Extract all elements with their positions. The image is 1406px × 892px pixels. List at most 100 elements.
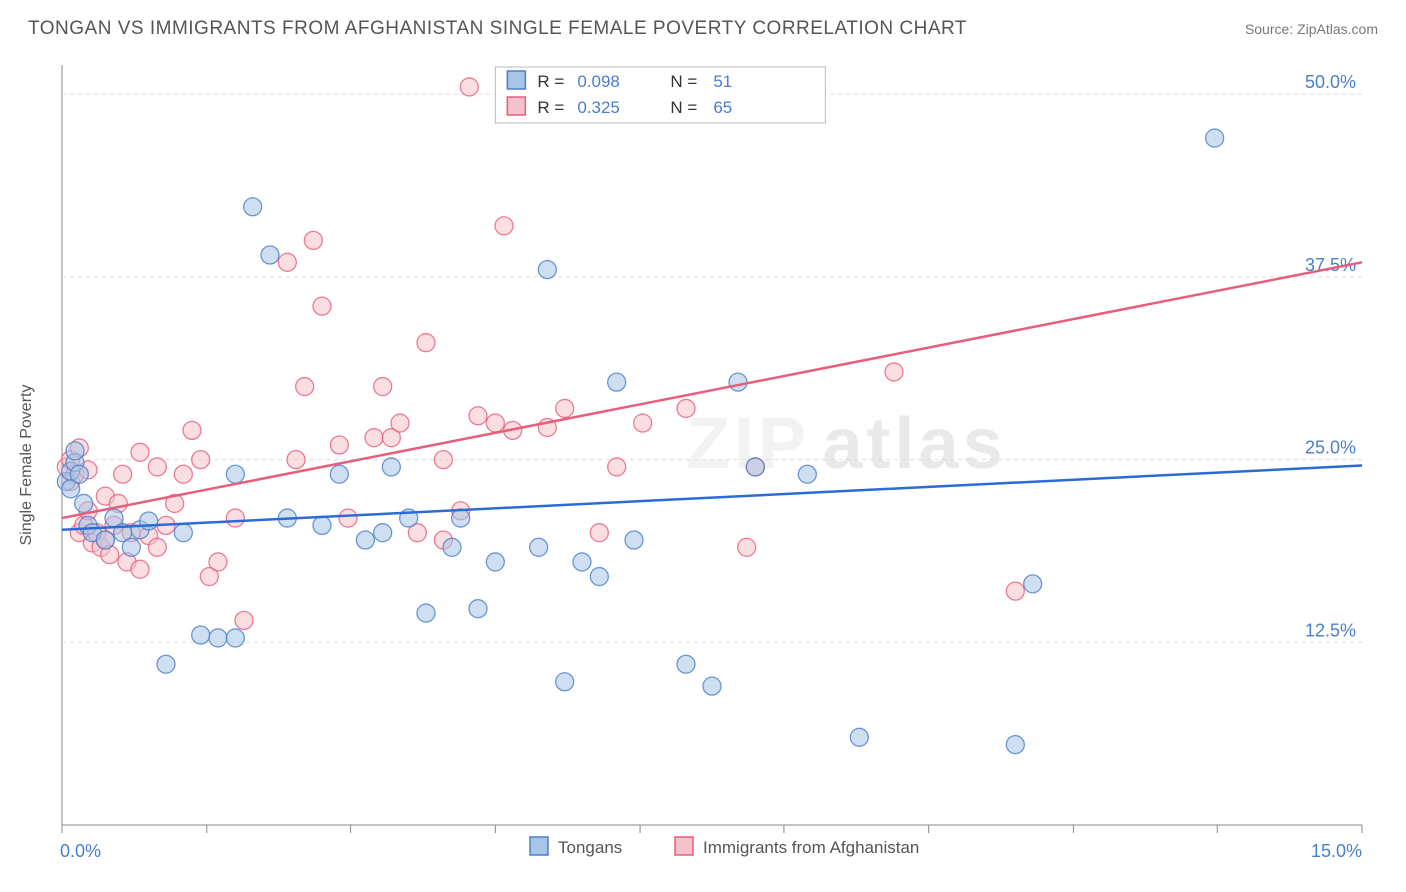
data-point	[746, 458, 764, 476]
legend-series-label: Immigrants from Afghanistan	[703, 838, 919, 857]
data-point	[131, 560, 149, 578]
data-point	[495, 217, 513, 235]
data-point	[226, 509, 244, 527]
data-point	[738, 538, 756, 556]
legend-r-value: 0.098	[577, 72, 620, 91]
data-point	[365, 429, 383, 447]
data-point	[677, 655, 695, 673]
data-point	[313, 516, 331, 534]
legend-n-label: N =	[670, 72, 697, 91]
data-point	[798, 465, 816, 483]
legend-swatch	[530, 837, 548, 855]
data-point	[530, 538, 548, 556]
data-point	[287, 451, 305, 469]
chart-title: TONGAN VS IMMIGRANTS FROM AFGHANISTAN SI…	[28, 18, 967, 40]
data-point	[443, 538, 461, 556]
data-point	[556, 399, 574, 417]
data-point	[850, 728, 868, 746]
x-max-label: 15.0%	[1311, 841, 1362, 861]
source-link[interactable]: ZipAtlas.com	[1297, 21, 1378, 37]
data-point	[469, 600, 487, 618]
legend-n-label: N =	[670, 98, 697, 117]
data-point	[417, 604, 435, 622]
data-point	[1206, 129, 1224, 147]
data-point	[590, 524, 608, 542]
data-point	[278, 253, 296, 271]
data-point	[96, 531, 114, 549]
data-point	[313, 297, 331, 315]
legend-r-label: R =	[537, 98, 564, 117]
data-point	[226, 629, 244, 647]
data-point	[729, 373, 747, 391]
scatter-chart: 12.5%25.0%37.5%50.0%ZIPatlasR =0.098N =5…	[50, 55, 1380, 875]
data-point	[122, 538, 140, 556]
data-point	[608, 458, 626, 476]
data-point	[244, 198, 262, 216]
data-point	[1006, 582, 1024, 600]
data-point	[1024, 575, 1042, 593]
data-point	[174, 465, 192, 483]
y-axis-label: Single Female Poverty	[18, 385, 36, 546]
data-point	[140, 512, 158, 530]
data-point	[417, 334, 435, 352]
source-attribution: Source: ZipAtlas.com	[1245, 21, 1378, 37]
data-point	[157, 655, 175, 673]
data-point	[608, 373, 626, 391]
data-point	[235, 611, 253, 629]
legend-n-value: 51	[713, 72, 732, 91]
data-point	[209, 553, 227, 571]
data-point	[209, 629, 227, 647]
data-point	[374, 378, 392, 396]
data-point	[70, 465, 88, 483]
data-point	[703, 677, 721, 695]
data-point	[339, 509, 357, 527]
legend-swatch	[507, 97, 525, 115]
data-point	[304, 231, 322, 249]
legend-r-value: 0.325	[577, 98, 620, 117]
legend-swatch	[675, 837, 693, 855]
data-point	[556, 673, 574, 691]
data-point	[452, 509, 470, 527]
data-point	[75, 494, 93, 512]
data-point	[66, 442, 84, 460]
data-point	[486, 553, 504, 571]
watermark: atlas	[823, 404, 1007, 484]
data-point	[131, 443, 149, 461]
data-point	[183, 421, 201, 439]
data-point	[226, 465, 244, 483]
data-point	[192, 451, 210, 469]
data-point	[114, 465, 132, 483]
data-point	[356, 531, 374, 549]
legend-n-value: 65	[713, 98, 732, 117]
data-point	[469, 407, 487, 425]
data-point	[1006, 736, 1024, 754]
data-point	[625, 531, 643, 549]
data-point	[885, 363, 903, 381]
data-point	[573, 553, 591, 571]
data-point	[374, 524, 392, 542]
y-tick-label: 50.0%	[1305, 72, 1356, 92]
data-point	[261, 246, 279, 264]
data-point	[174, 524, 192, 542]
data-point	[296, 378, 314, 396]
y-tick-label: 25.0%	[1305, 438, 1356, 458]
data-point	[486, 414, 504, 432]
data-point	[382, 458, 400, 476]
legend-swatch	[507, 71, 525, 89]
data-point	[590, 568, 608, 586]
data-point	[538, 261, 556, 279]
data-point	[460, 78, 478, 96]
source-prefix: Source:	[1245, 21, 1297, 37]
data-point	[330, 436, 348, 454]
data-point	[434, 451, 452, 469]
data-point	[192, 626, 210, 644]
data-point	[634, 414, 652, 432]
data-point	[330, 465, 348, 483]
legend-r-label: R =	[537, 72, 564, 91]
legend-series-label: Tongans	[558, 838, 622, 857]
data-point	[677, 399, 695, 417]
y-tick-label: 12.5%	[1305, 620, 1356, 640]
x-min-label: 0.0%	[60, 841, 101, 861]
data-point	[391, 414, 409, 432]
data-point	[148, 458, 166, 476]
